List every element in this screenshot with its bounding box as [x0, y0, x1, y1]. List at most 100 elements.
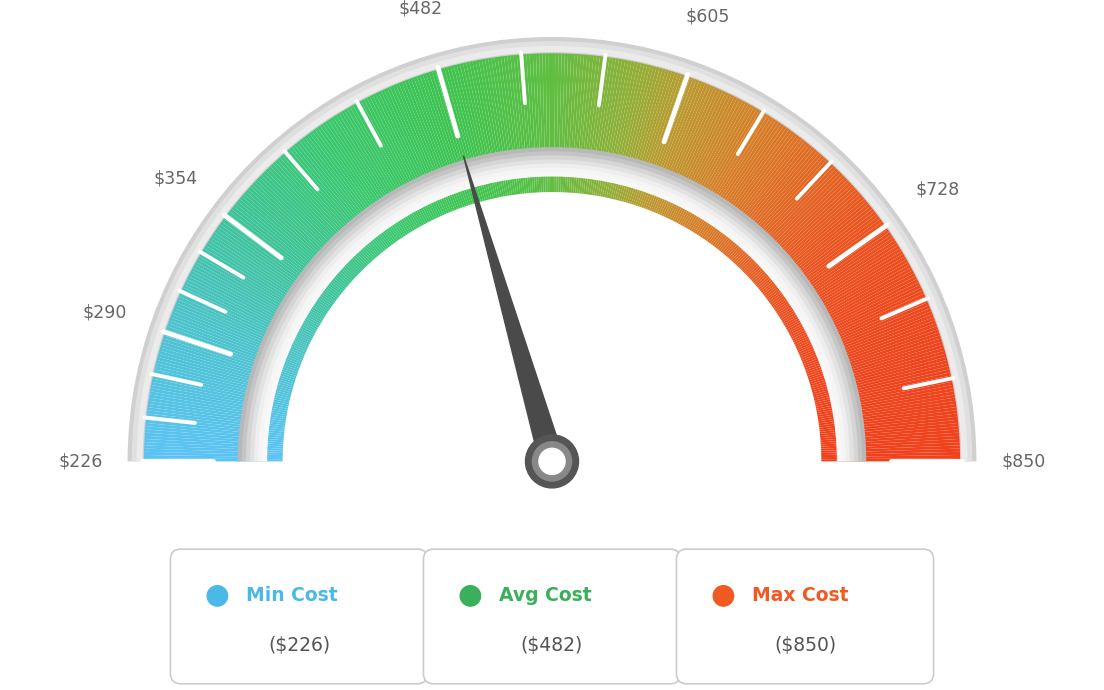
Wedge shape [180, 290, 307, 351]
Wedge shape [745, 177, 847, 275]
Wedge shape [194, 262, 317, 332]
Wedge shape [170, 314, 300, 366]
Wedge shape [163, 332, 297, 378]
Wedge shape [237, 147, 867, 462]
Wedge shape [758, 199, 867, 290]
Wedge shape [315, 128, 397, 242]
Wedge shape [444, 67, 482, 201]
Wedge shape [637, 75, 684, 206]
Wedge shape [254, 164, 850, 462]
Wedge shape [530, 54, 540, 193]
Wedge shape [815, 373, 951, 405]
Wedge shape [743, 172, 842, 273]
Wedge shape [336, 113, 412, 233]
Wedge shape [312, 129, 395, 244]
Wedge shape [523, 54, 535, 193]
Wedge shape [814, 366, 949, 401]
Wedge shape [737, 166, 836, 268]
Wedge shape [199, 254, 320, 326]
Wedge shape [773, 227, 888, 308]
FancyBboxPatch shape [424, 549, 680, 684]
Wedge shape [617, 66, 654, 201]
Wedge shape [259, 175, 360, 274]
Wedge shape [605, 61, 635, 197]
Wedge shape [273, 161, 369, 265]
Wedge shape [181, 288, 308, 348]
Wedge shape [501, 56, 520, 194]
Wedge shape [765, 211, 877, 298]
Text: Avg Cost: Avg Cost [499, 586, 592, 605]
Wedge shape [488, 58, 512, 195]
Wedge shape [240, 197, 347, 288]
Wedge shape [813, 360, 948, 397]
Wedge shape [613, 64, 647, 199]
Wedge shape [533, 54, 541, 193]
Wedge shape [167, 323, 298, 372]
Wedge shape [639, 75, 687, 207]
Wedge shape [818, 395, 955, 420]
Wedge shape [350, 106, 421, 228]
Wedge shape [234, 204, 343, 293]
Wedge shape [151, 382, 288, 411]
Wedge shape [388, 87, 445, 215]
Wedge shape [705, 126, 787, 241]
Text: $354: $354 [153, 169, 198, 187]
Wedge shape [339, 112, 413, 232]
Wedge shape [784, 254, 905, 326]
Wedge shape [235, 201, 344, 291]
Wedge shape [779, 243, 899, 319]
Wedge shape [680, 102, 749, 226]
Wedge shape [242, 194, 349, 286]
Wedge shape [594, 59, 619, 196]
Wedge shape [788, 265, 911, 333]
Wedge shape [131, 41, 973, 462]
Wedge shape [195, 259, 318, 330]
Wedge shape [654, 83, 708, 213]
Wedge shape [146, 423, 284, 438]
Text: $728: $728 [915, 181, 959, 199]
Wedge shape [328, 119, 406, 236]
Wedge shape [767, 217, 880, 302]
Text: ($850): ($850) [774, 635, 836, 655]
Wedge shape [819, 407, 957, 428]
Wedge shape [820, 433, 959, 444]
Wedge shape [163, 335, 296, 380]
Wedge shape [700, 120, 778, 237]
Wedge shape [670, 95, 734, 220]
Wedge shape [244, 192, 350, 285]
Wedge shape [787, 262, 910, 332]
Wedge shape [209, 237, 327, 315]
Wedge shape [414, 77, 463, 208]
Wedge shape [407, 79, 459, 210]
Wedge shape [657, 86, 714, 214]
Wedge shape [159, 348, 294, 388]
Wedge shape [146, 420, 284, 436]
Wedge shape [698, 119, 776, 236]
Wedge shape [539, 53, 545, 193]
Wedge shape [688, 108, 760, 230]
Wedge shape [230, 209, 340, 296]
Wedge shape [510, 55, 527, 193]
Wedge shape [603, 61, 631, 197]
Wedge shape [751, 187, 856, 282]
Wedge shape [821, 458, 960, 462]
Wedge shape [469, 61, 499, 197]
Wedge shape [370, 95, 434, 220]
Wedge shape [792, 276, 917, 341]
Wedge shape [556, 53, 562, 192]
Wedge shape [535, 54, 543, 193]
Wedge shape [145, 433, 284, 444]
Wedge shape [729, 153, 821, 259]
Wedge shape [166, 326, 298, 374]
Wedge shape [587, 57, 609, 195]
Wedge shape [151, 379, 288, 409]
Wedge shape [144, 455, 283, 460]
Wedge shape [145, 439, 283, 449]
Wedge shape [719, 141, 807, 251]
Wedge shape [174, 302, 304, 358]
Text: ($482): ($482) [521, 635, 583, 655]
Wedge shape [790, 273, 915, 339]
Wedge shape [627, 70, 669, 204]
Wedge shape [733, 159, 829, 264]
Wedge shape [214, 229, 330, 310]
